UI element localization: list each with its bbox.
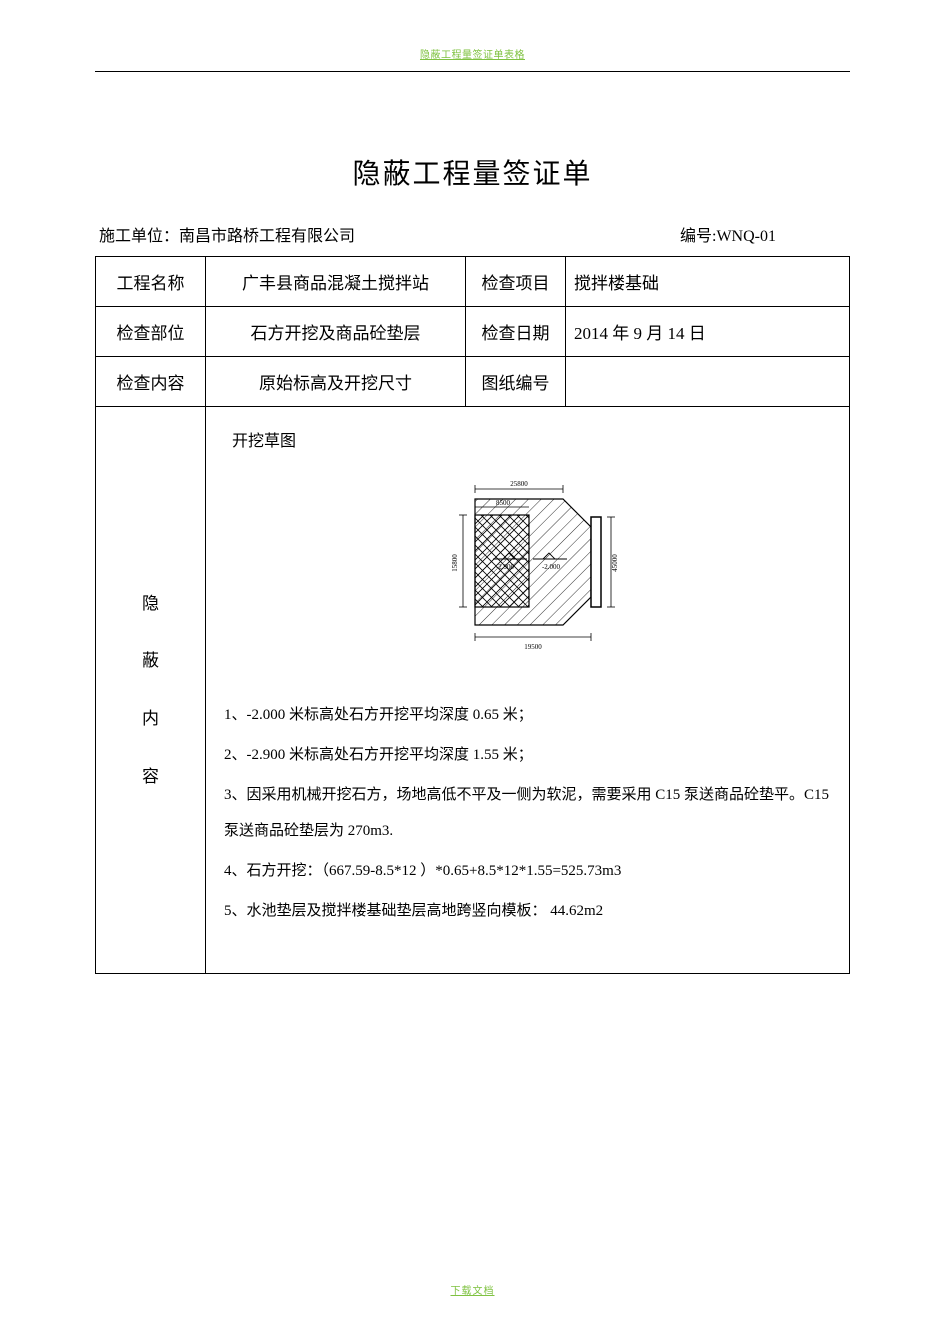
- table-row: 检查部位 石方开挖及商品砼垫层 检查日期 2014 年 9 月 14 日: [96, 307, 850, 357]
- right-bar: [591, 517, 601, 607]
- cell-value: 2014 年 9 月 14 日: [566, 307, 850, 357]
- code-label: 编号:: [680, 228, 716, 245]
- table-row: 检查内容 原始标高及开挖尺寸 图纸编号: [96, 357, 850, 407]
- header-rule: [95, 71, 850, 72]
- cell-value: 原始标高及开挖尺寸: [206, 357, 466, 407]
- cell-label: 检查项目: [466, 257, 566, 307]
- header-link: 隐蔽工程量签证单表格: [95, 45, 850, 63]
- sketch-wrap: 25800 8500 -2.900 -2.000 15800 45000 195…: [224, 467, 831, 673]
- excavation-sketch: 25800 8500 -2.900 -2.000 15800 45000 195…: [433, 467, 623, 673]
- dim-top-label: 25800: [510, 480, 528, 488]
- cell-value: 石方开挖及商品砼垫层: [206, 307, 466, 357]
- cell-label: 检查日期: [466, 307, 566, 357]
- document-code: 编号:WNQ-01: [680, 222, 846, 246]
- notes: 1、-2.000 米标高处石方开挖平均深度 0.65 米； 2、-2.900 米…: [224, 697, 831, 929]
- vlabel-char: 容: [104, 748, 197, 806]
- footer-link-text: 下载文档: [451, 1286, 495, 1297]
- cell-label: 工程名称: [96, 257, 206, 307]
- inner-crosshatch-rect: [475, 515, 529, 607]
- dim-left-label: 15800: [451, 554, 459, 572]
- meta-row: 施工单位：南昌市路桥工程有限公司 编号:WNQ-01: [99, 222, 846, 246]
- note-line: 2、-2.900 米标高处石方开挖平均深度 1.55 米；: [224, 737, 831, 773]
- code-value: WNQ-01: [716, 228, 776, 245]
- vlabel-char: 内: [104, 690, 197, 748]
- sketch-title: 开挖草图: [232, 423, 831, 461]
- cell-value: 搅拌楼基础: [566, 257, 850, 307]
- main-table: 工程名称 广丰县商品混凝土搅拌站 检查项目 搅拌楼基础 检查部位 石方开挖及商品…: [95, 256, 850, 974]
- elev-right-label: -2.000: [541, 563, 560, 571]
- cell-value: [566, 357, 850, 407]
- cell-label: 检查内容: [96, 357, 206, 407]
- note-line: 3、因采用机械开挖石方，场地高低不平及一侧为软泥，需要采用 C15 泵送商品砼垫…: [224, 777, 831, 849]
- construction-unit: 施工单位：南昌市路桥工程有限公司: [99, 222, 355, 246]
- footer-link: 下载文档: [0, 1281, 945, 1299]
- dim-inner-top-label: 8500: [496, 499, 511, 507]
- note-line: 1、-2.000 米标高处石方开挖平均深度 0.65 米；: [224, 697, 831, 733]
- vlabel-char: 蔽: [104, 632, 197, 690]
- unit-value: 南昌市路桥工程有限公司: [179, 228, 355, 245]
- elev-left-label: -2.900: [495, 563, 514, 571]
- vertical-label: 隐 蔽 内 容: [96, 407, 206, 974]
- content-cell: 开挖草图: [206, 407, 850, 974]
- cell-value: 广丰县商品混凝土搅拌站: [206, 257, 466, 307]
- dim-bottom-label: 19500: [524, 643, 542, 651]
- table-row: 工程名称 广丰县商品混凝土搅拌站 检查项目 搅拌楼基础: [96, 257, 850, 307]
- note-line: 4、石方开挖：（667.59-8.5*12 ）*0.65+8.5*12*1.55…: [224, 853, 831, 889]
- document-title: 隐蔽工程量签证单: [95, 152, 850, 192]
- dim-right-label: 45000: [611, 554, 619, 572]
- cell-label: 检查部位: [96, 307, 206, 357]
- note-line: 5、水池垫层及搅拌楼基础垫层高地跨竖向模板： 44.62m2: [224, 893, 831, 929]
- cell-label: 图纸编号: [466, 357, 566, 407]
- header-link-text: 隐蔽工程量签证单表格: [420, 50, 525, 61]
- sketch-svg: 25800 8500 -2.900 -2.000 15800 45000 195…: [433, 467, 623, 657]
- content-row: 隐 蔽 内 容 开挖草图: [96, 407, 850, 974]
- unit-label: 施工单位：: [99, 228, 179, 245]
- document-page: 隐蔽工程量签证单表格 隐蔽工程量签证单 施工单位：南昌市路桥工程有限公司 编号:…: [0, 0, 945, 1337]
- vlabel-char: 隐: [104, 575, 197, 633]
